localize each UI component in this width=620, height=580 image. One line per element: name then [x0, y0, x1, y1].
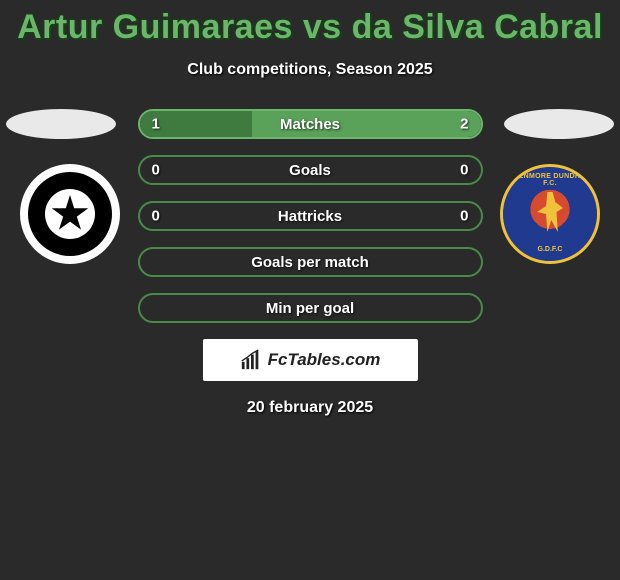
stat-label: Hattricks — [278, 208, 342, 225]
left-player-ellipse — [6, 109, 116, 139]
star-icon — [51, 195, 89, 233]
left-club-badge — [20, 164, 120, 264]
shield-top-text: GLENMORE DUNDRUM F.C. — [503, 173, 597, 187]
stat-label: Min per goal — [266, 300, 354, 317]
stat-label: Matches — [280, 116, 340, 133]
stat-row: 1 2 Matches — [138, 109, 483, 139]
page-title: Artur Guimaraes vs da Silva Cabral — [0, 0, 620, 47]
date-text: 20 february 2025 — [0, 399, 620, 417]
right-club-badge: GLENMORE DUNDRUM F.C. G.D.F.C — [500, 164, 600, 264]
stat-left-value: 0 — [152, 208, 160, 225]
stat-row: 0 0 Goals — [138, 155, 483, 185]
subtitle: Club competitions, Season 2025 — [0, 61, 620, 79]
shield-icon: GLENMORE DUNDRUM F.C. G.D.F.C — [500, 164, 600, 264]
stat-label: Goals — [289, 162, 331, 179]
stat-left-value: 0 — [152, 162, 160, 179]
stat-bars: 1 2 Matches 0 0 Goals 0 0 Hattricks Goals per mat… — [138, 109, 483, 323]
right-player-ellipse — [504, 109, 614, 139]
stat-row: Min per goal — [138, 293, 483, 323]
badge-center — [45, 189, 95, 239]
stat-label: Goals per match — [251, 254, 369, 271]
comparison-arena: GLENMORE DUNDRUM F.C. G.D.F.C 1 2 Matches 0… — [0, 109, 620, 323]
stat-row: 0 0 Hattricks — [138, 201, 483, 231]
brand-text: FcTables.com — [268, 350, 381, 370]
chart-icon — [240, 349, 262, 371]
brand-box: FcTables.com — [203, 339, 418, 381]
shield-bottom-text: G.D.F.C — [503, 246, 597, 253]
shield-figure-icon — [537, 192, 563, 232]
stat-right-value: 0 — [460, 162, 468, 179]
badge-ring — [28, 172, 112, 256]
stat-right-value: 2 — [460, 116, 468, 133]
stat-left-value: 1 — [152, 116, 160, 133]
stat-right-value: 0 — [460, 208, 468, 225]
stat-row: Goals per match — [138, 247, 483, 277]
